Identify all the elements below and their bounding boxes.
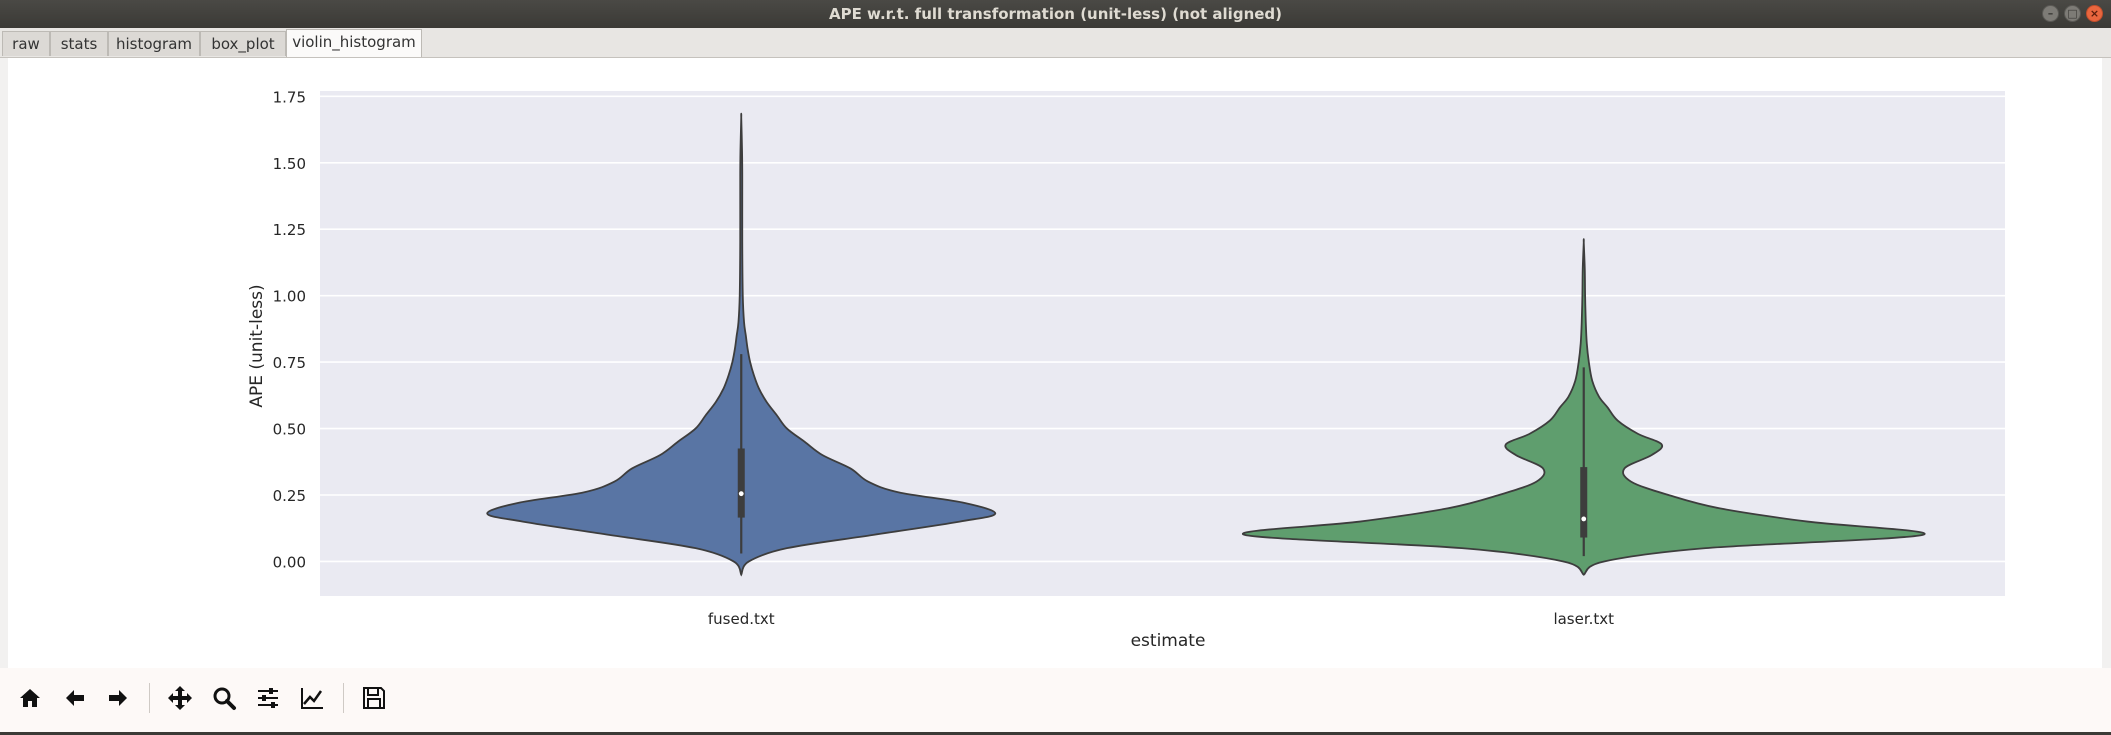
- y-tick-label: 1.00: [273, 288, 306, 306]
- violin-chart: 0.00 0.25 0.50 0.75 1.00 1.25 1.50 1.75 fused.t…: [247, 88, 2005, 651]
- home-button[interactable]: [12, 681, 48, 715]
- x-tick-label: laser.txt: [1553, 610, 1614, 628]
- forward-arrow-icon: [109, 690, 127, 706]
- edit-axes-button[interactable]: [294, 681, 330, 715]
- y-tick-label: 0.00: [273, 553, 306, 571]
- x-ticks: fused.txt laser.txt: [708, 610, 1614, 628]
- window-titlebar: APE w.r.t. full transformation (unit-les…: [0, 0, 2111, 28]
- violin-median-dot: [1581, 516, 1587, 522]
- y-tick-label: 0.25: [273, 487, 306, 505]
- x-axis-label: estimate: [1131, 631, 1206, 651]
- figure-canvas[interactable]: 0.00 0.25 0.50 0.75 1.00 1.25 1.50 1.75 fused.t…: [8, 58, 2102, 668]
- maximize-icon[interactable]: □: [2064, 5, 2081, 22]
- window-bottom-edge: [0, 732, 2111, 735]
- pan-button[interactable]: [162, 681, 198, 715]
- y-tick-label: 1.75: [273, 88, 306, 106]
- window-title: APE w.r.t. full transformation (unit-les…: [828, 5, 1283, 23]
- violin-iqr-box: [1580, 467, 1588, 538]
- back-button[interactable]: [57, 681, 93, 715]
- back-arrow-icon: [66, 690, 84, 706]
- tab-stats[interactable]: stats: [50, 31, 108, 56]
- configure-subplots-button[interactable]: [250, 681, 286, 715]
- violin-0: [486, 112, 997, 577]
- pan-icon: [168, 686, 192, 710]
- tab-box-plot[interactable]: box_plot: [200, 31, 286, 56]
- x-tick-label: fused.txt: [708, 610, 775, 628]
- y-axis-label: APE (unit-less): [247, 284, 267, 407]
- configure-subplots-icon: [258, 688, 278, 708]
- tab-histogram[interactable]: histogram: [108, 31, 200, 56]
- y-tick-label: 1.25: [273, 221, 306, 239]
- toolbar-separator: [343, 683, 344, 713]
- zoom-icon: [213, 687, 236, 710]
- y-tick-label: 1.50: [273, 155, 306, 173]
- y-ticks: 0.00 0.25 0.50 0.75 1.00 1.25 1.50 1.75: [273, 88, 306, 571]
- toolbar-separator: [149, 683, 150, 713]
- tab-raw[interactable]: raw: [2, 31, 50, 56]
- save-button[interactable]: [356, 681, 392, 715]
- edit-axes-icon: [301, 688, 323, 709]
- close-icon[interactable]: ×: [2086, 5, 2103, 22]
- forward-button[interactable]: [100, 681, 136, 715]
- y-tick-label: 0.75: [273, 354, 306, 372]
- tab-bar: raw stats histogram box_plot violin_hist…: [0, 28, 2111, 58]
- save-icon: [363, 687, 385, 709]
- navigation-toolbar: [0, 668, 2111, 732]
- violin-iqr-box: [737, 448, 745, 518]
- y-tick-label: 0.50: [273, 421, 306, 439]
- home-icon: [20, 689, 40, 707]
- violin-median-dot: [738, 491, 744, 497]
- violins: [486, 112, 1926, 577]
- zoom-button[interactable]: [206, 681, 242, 715]
- minimize-icon[interactable]: –: [2042, 5, 2059, 22]
- tab-violin-histogram[interactable]: violin_histogram: [286, 29, 422, 57]
